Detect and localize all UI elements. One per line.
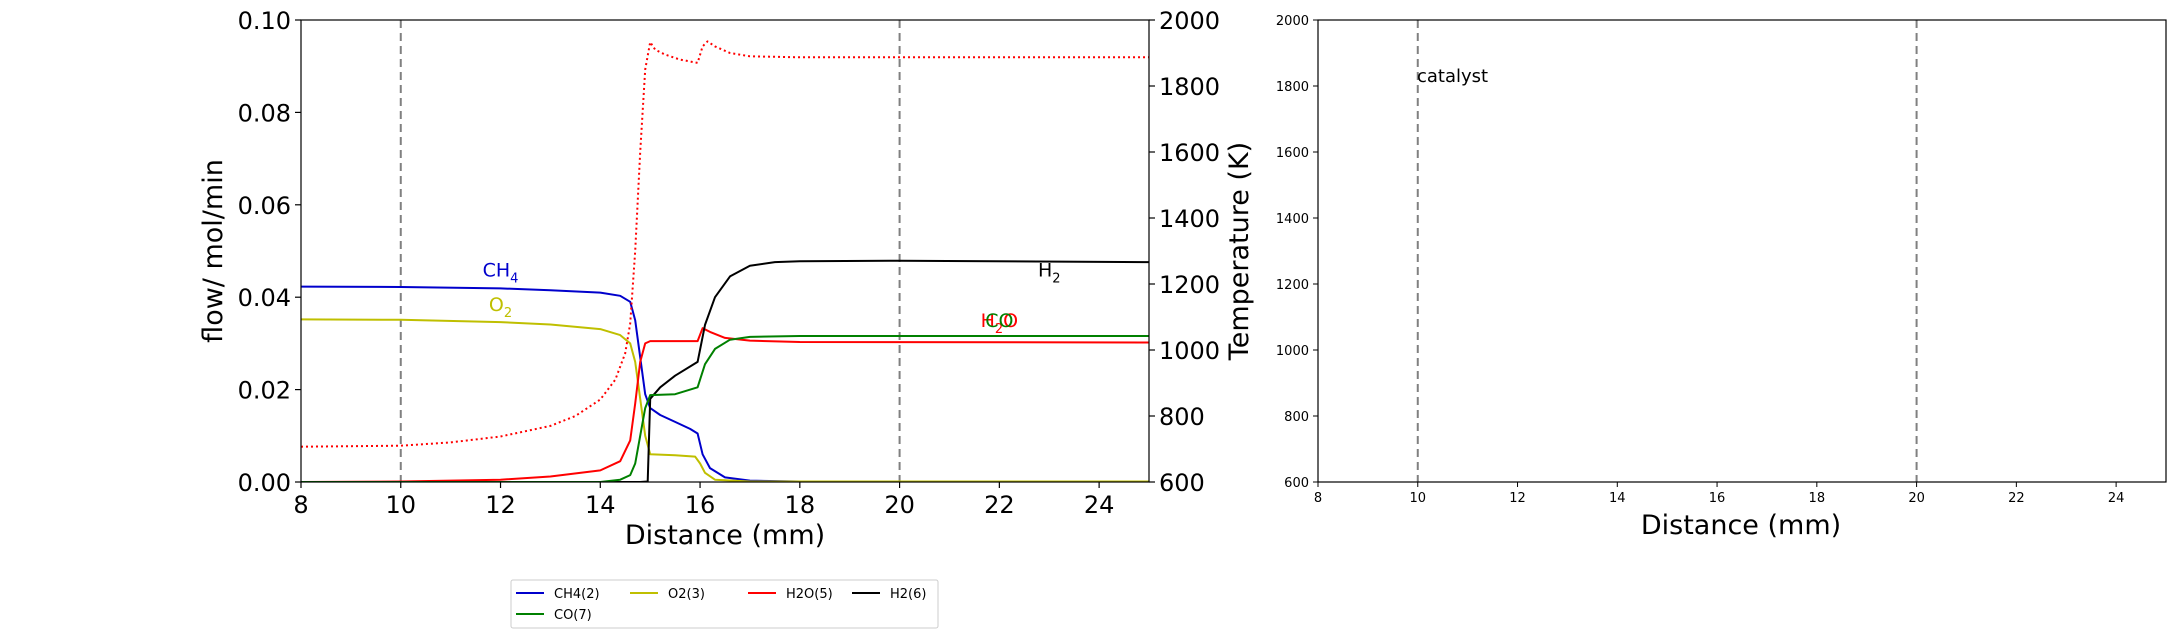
legend: CH4(2) O2(3) H2O(5) H2(6) CO(7) — [510, 579, 939, 629]
x-tick-label: 14 — [1609, 491, 1626, 506]
species-label: H2O — [981, 310, 1019, 337]
y2-tick-label: 2000 — [1159, 7, 1220, 35]
y-tick-label: 0.02 — [238, 377, 291, 405]
y2-tick-label: 600 — [1159, 469, 1205, 497]
y-tick-label: 600 — [1284, 476, 1309, 491]
x-tick-label: 22 — [2008, 491, 2025, 506]
x-tick-label: 14 — [585, 491, 616, 519]
species-label: H2 — [1038, 259, 1061, 286]
y-tick-label: 1800 — [1276, 80, 1309, 95]
chart1-frame — [300, 19, 1150, 483]
y2-tick-label: 1200 — [1159, 271, 1220, 299]
x-tick-label: 18 — [1809, 491, 1826, 506]
x-tick-label: 12 — [485, 491, 516, 519]
legend-entry: H2(6) — [852, 587, 926, 602]
y-tick-label: 1400 — [1276, 212, 1309, 227]
species-label: CH4 — [483, 259, 519, 286]
x-tick-label: 10 — [385, 491, 416, 519]
legend-label: O2(3) — [668, 587, 705, 602]
y-tick-label: 800 — [1284, 410, 1309, 425]
y-tick-label: 1600 — [1276, 146, 1309, 161]
legend-entry: CO(7) — [516, 608, 592, 623]
x-tick-label: 20 — [884, 491, 915, 519]
x-tick-label: 22 — [984, 491, 1015, 519]
series-co7 — [301, 335, 1149, 482]
temperature-chart: 8 10 12 14 16 18 20 22 24 600 800 1000 1200 1400 1600… — [1276, 14, 2167, 541]
y2-tick-label: 1600 — [1159, 139, 1220, 167]
x-tick-label: 10 — [1409, 491, 1426, 506]
x-tick-label: 8 — [1314, 491, 1322, 506]
y-tick-label: 2000 — [1276, 14, 1309, 29]
x-tick-label: 16 — [685, 491, 716, 519]
species-label: O2 — [489, 294, 512, 321]
y-tick-label: 0.00 — [238, 469, 291, 497]
chart2-frame — [1317, 19, 2167, 483]
legend-entry: H2O(5) — [748, 587, 833, 602]
flow-temperature-chart: 8 10 12 14 16 18 20 22 24 0.00 0.02 0.04 0.06 0.08 0.… — [198, 7, 1255, 551]
y2-tick-label: 1800 — [1159, 73, 1220, 101]
x-tick-label: 16 — [1709, 491, 1726, 506]
x-tick-label: 24 — [1084, 491, 1115, 519]
y-tick-label: 0.08 — [238, 99, 291, 127]
y-tick-label: 0.06 — [238, 192, 291, 220]
legend-entry: O2(3) — [630, 587, 705, 602]
species-label: CO — [985, 310, 1013, 332]
x-tick-label: 24 — [2108, 491, 2125, 506]
x-tick-label: 18 — [785, 491, 816, 519]
x-tick-label: 20 — [1908, 491, 1925, 506]
series-ch42 — [301, 285, 1149, 482]
chart1-y2-axis-label: Temperature (K) — [1224, 142, 1255, 361]
chart1-x-axis-label: Distance (mm) — [625, 520, 825, 551]
y2-tick-label: 1400 — [1159, 205, 1220, 233]
chart2-x-axis-label: Distance (mm) — [1641, 510, 1841, 541]
legend-entry: CH4(2) — [516, 587, 600, 602]
y-tick-label: 0.04 — [238, 284, 291, 312]
y2-tick-label: 1000 — [1159, 337, 1220, 365]
x-tick-label: 8 — [293, 491, 308, 519]
series-temperature — [301, 40, 1149, 448]
series-h2o5 — [301, 327, 1149, 482]
x-tick-label: 12 — [1509, 491, 1526, 506]
legend-label: H2O(5) — [786, 587, 833, 602]
catalyst-annotation: catalyst — [1417, 66, 1488, 87]
y-tick-label: 1000 — [1276, 344, 1309, 359]
y2-tick-label: 800 — [1159, 403, 1205, 431]
legend-label: CO(7) — [554, 608, 592, 623]
y-tick-label: 1200 — [1276, 278, 1309, 293]
chart1-y-axis-label: flow/ mol/min — [198, 159, 229, 343]
series-h26 — [301, 259, 1149, 482]
y-tick-label: 0.10 — [238, 7, 291, 35]
legend-frame — [510, 579, 939, 629]
legend-label: H2(6) — [890, 587, 926, 602]
legend-label: CH4(2) — [554, 587, 600, 602]
